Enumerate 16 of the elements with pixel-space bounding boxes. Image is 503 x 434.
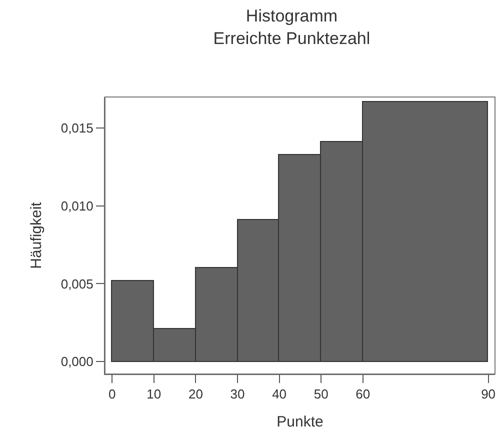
x-tick-label: 0 bbox=[108, 386, 116, 402]
y-tick-label: 0,000 bbox=[60, 354, 94, 370]
y-tick-label: 0,005 bbox=[60, 276, 94, 292]
y-tick-label: 0,010 bbox=[60, 198, 94, 214]
x-tick-label: 10 bbox=[146, 386, 162, 402]
x-tick-label: 50 bbox=[314, 386, 328, 402]
x-tick-label: 40 bbox=[272, 386, 287, 402]
x-tick-label: 20 bbox=[188, 386, 203, 402]
y-axis-title: Häufigkeit bbox=[28, 201, 46, 269]
x-tick-label: 90 bbox=[481, 386, 496, 402]
x-tick-label: 60 bbox=[356, 386, 370, 402]
chart-title: Histogramm bbox=[246, 6, 338, 26]
x-tick-label: 30 bbox=[230, 386, 245, 402]
chart-subtitle: Erreichte Punktezahl bbox=[213, 28, 370, 48]
y-tick-label: 0,015 bbox=[60, 120, 94, 136]
x-axis-title: Punkte bbox=[276, 414, 324, 431]
